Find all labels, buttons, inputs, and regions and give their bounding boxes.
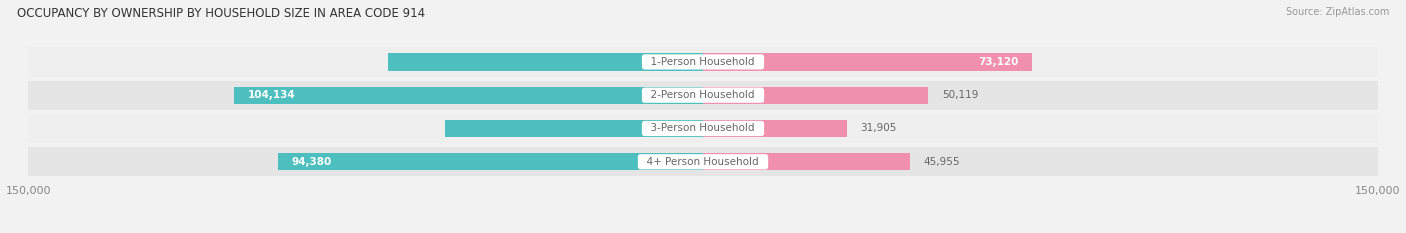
Text: OCCUPANCY BY OWNERSHIP BY HOUSEHOLD SIZE IN AREA CODE 914: OCCUPANCY BY OWNERSHIP BY HOUSEHOLD SIZE… <box>17 7 425 20</box>
Bar <box>278 153 703 170</box>
Bar <box>235 86 703 104</box>
Bar <box>28 47 1378 77</box>
Bar <box>446 120 703 137</box>
Text: 57,263: 57,263 <box>652 123 689 134</box>
Text: 4+ Person Household: 4+ Person Household <box>641 157 765 167</box>
Bar <box>28 114 1378 143</box>
Bar <box>28 147 1378 176</box>
Bar <box>703 53 1032 71</box>
Text: 50,119: 50,119 <box>942 90 979 100</box>
Text: 94,380: 94,380 <box>292 157 332 167</box>
Text: 69,984: 69,984 <box>652 57 689 67</box>
Text: 1-Person Household: 1-Person Household <box>644 57 762 67</box>
Bar <box>703 86 928 104</box>
Text: 2-Person Household: 2-Person Household <box>644 90 762 100</box>
Bar <box>388 53 703 71</box>
Text: 104,134: 104,134 <box>247 90 295 100</box>
Text: 3-Person Household: 3-Person Household <box>644 123 762 134</box>
Bar <box>703 120 846 137</box>
Text: 45,955: 45,955 <box>924 157 960 167</box>
Bar <box>703 153 910 170</box>
Text: 31,905: 31,905 <box>860 123 897 134</box>
Bar <box>28 81 1378 110</box>
Text: Source: ZipAtlas.com: Source: ZipAtlas.com <box>1285 7 1389 17</box>
Text: 73,120: 73,120 <box>979 57 1018 67</box>
